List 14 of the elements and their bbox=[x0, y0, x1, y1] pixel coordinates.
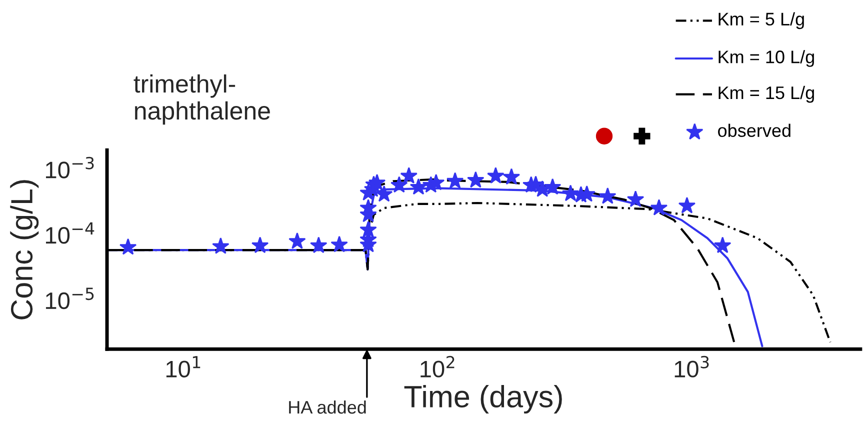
y-tick-label: 10$^{−3}$ bbox=[46, 156, 94, 178]
legend-label: Km = 15 L/g bbox=[718, 86, 814, 103]
y-axis-title: Conc (g/L) bbox=[10, 180, 39, 320]
x-tick-label: 10$^{1}$ bbox=[166, 356, 200, 378]
x-axis-title: Time (days) bbox=[404, 385, 562, 414]
y-tick-label: 10$^{−4}$ bbox=[46, 222, 94, 244]
legend-label: Km = 10 L/g bbox=[718, 50, 814, 67]
legend-label: observed bbox=[718, 124, 790, 137]
legend-label: Km = 5 L/g bbox=[718, 12, 804, 30]
y-tick-label: 10$^{−5}$ bbox=[46, 288, 94, 310]
chart-title: trimethyl- naphthalene bbox=[134, 74, 270, 125]
text: HA added bbox=[289, 400, 366, 414]
x-tick-label: 10$^{2}$ bbox=[420, 356, 454, 378]
x-tick-label: 10$^{3}$ bbox=[674, 356, 709, 378]
